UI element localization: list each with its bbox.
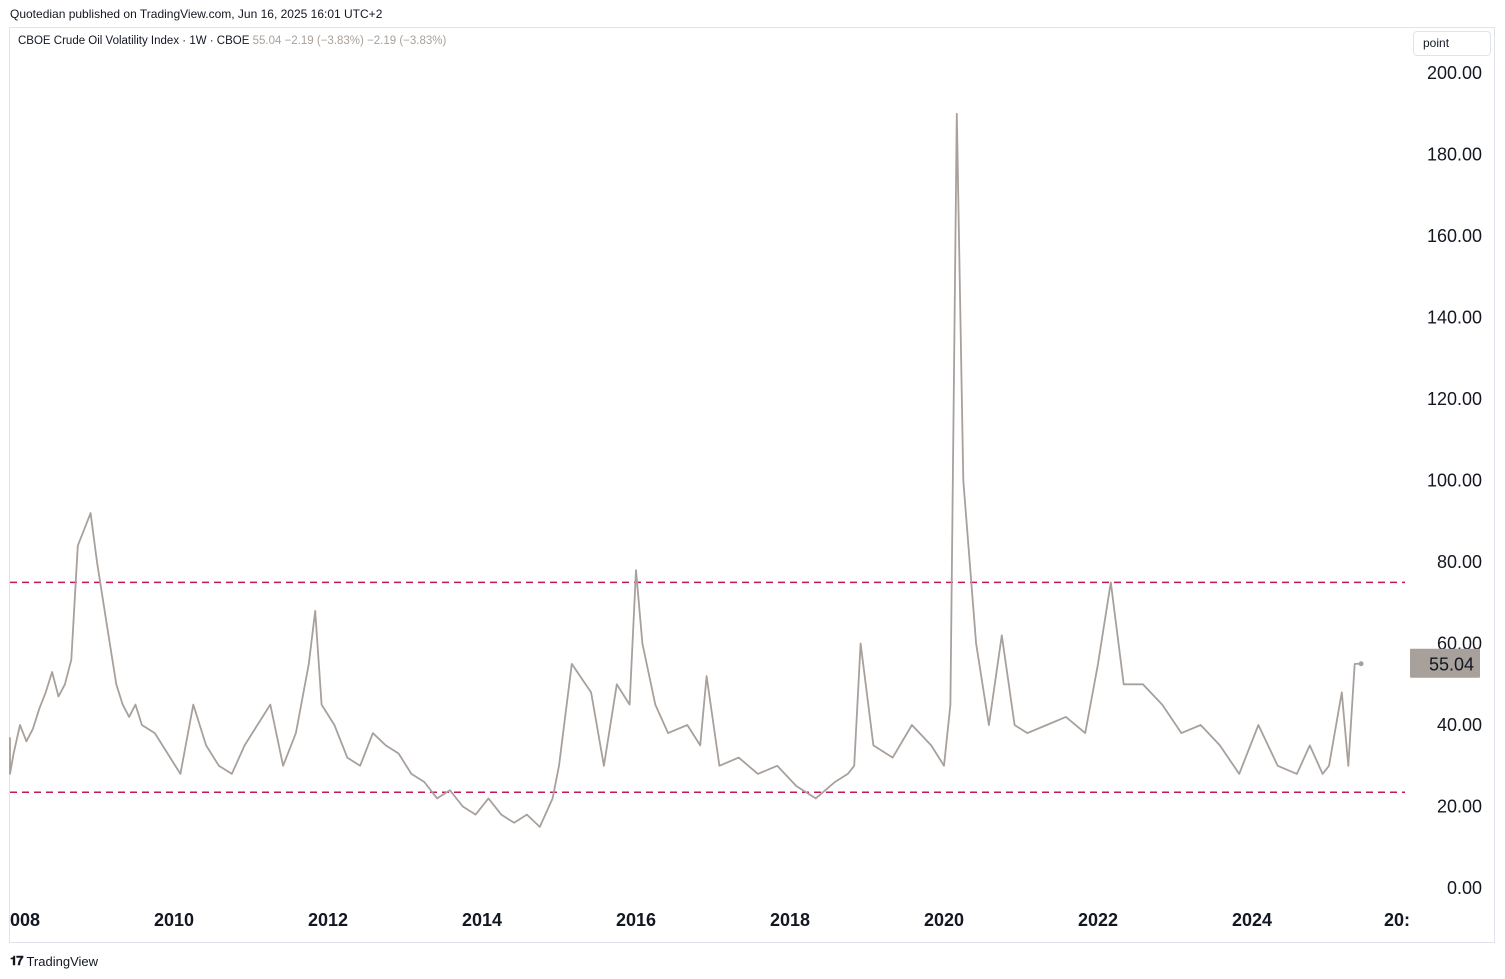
legend-last: 55.04	[252, 35, 282, 47]
y-tick-label: 140.00	[1427, 308, 1482, 328]
x-tick-label: 008	[10, 910, 40, 930]
y-tick-label: 200.00	[1427, 63, 1482, 83]
tradingview-logo[interactable]: 𝟏𝟕 TradingView	[10, 953, 98, 969]
last-value-label: 55.04	[1429, 655, 1474, 675]
tradingview-logo-icon: 𝟏𝟕	[10, 953, 24, 968]
x-tick-label: 2016	[616, 910, 656, 930]
x-tick-label: 20:	[1384, 910, 1410, 930]
y-tick-label: 40.00	[1437, 715, 1482, 735]
price-scale-mode-button[interactable]: point	[1413, 31, 1491, 56]
publisher-line: Quotedian published on TradingView.com, …	[10, 7, 383, 21]
y-tick-label: 120.00	[1427, 389, 1482, 409]
y-tick-label: 20.00	[1437, 797, 1482, 817]
y-tick-label: 60.00	[1437, 634, 1482, 654]
series-legend[interactable]: CBOE Crude Oil Volatility Index · 1W · C…	[18, 35, 447, 47]
price-series-line[interactable]	[9, 112, 1362, 828]
x-tick-label: 2020	[924, 910, 964, 930]
legend-interval: 1W	[189, 35, 207, 47]
y-tick-label: 0.00	[1447, 878, 1482, 898]
last-point-marker	[1358, 661, 1364, 667]
tradingview-brand: TradingView	[26, 953, 99, 969]
x-tick-label: 2022	[1078, 910, 1118, 930]
y-tick-label: 160.00	[1427, 226, 1482, 246]
legend-change2: −2.19 (−3.83%)	[367, 35, 447, 47]
x-tick-label: 2010	[154, 910, 194, 930]
y-tick-label: 180.00	[1427, 145, 1482, 165]
y-tick-label: 100.00	[1427, 471, 1482, 491]
chart-frame	[9, 27, 1495, 943]
legend-change1: −2.19 (−3.83%)	[284, 35, 364, 47]
y-tick-label: 80.00	[1437, 552, 1482, 572]
legend-exchange: CBOE	[216, 35, 250, 47]
legend-name: CBOE Crude Oil Volatility Index	[18, 35, 180, 47]
x-tick-label: 2018	[770, 910, 810, 930]
x-tick-label: 2024	[1232, 910, 1272, 930]
x-tick-label: 2014	[462, 910, 502, 930]
x-tick-label: 2012	[308, 910, 348, 930]
last-value-badge	[1410, 648, 1480, 678]
